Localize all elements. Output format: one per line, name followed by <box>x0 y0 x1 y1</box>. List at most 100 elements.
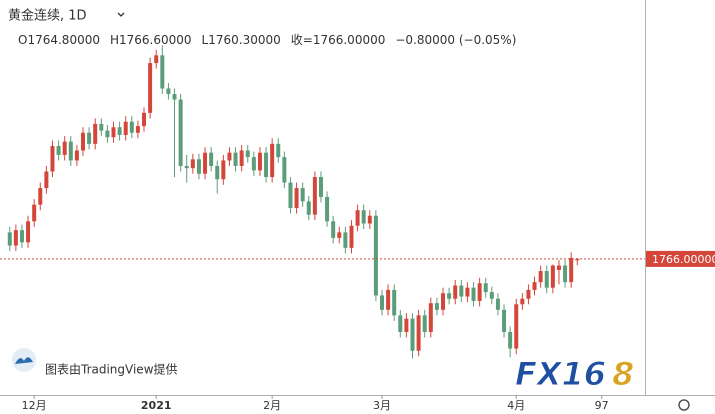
candle-body <box>306 201 311 215</box>
candle-body <box>410 318 415 351</box>
candle-body <box>215 165 220 180</box>
candle-body <box>270 143 275 178</box>
candle-body <box>172 94 177 100</box>
candle-body <box>575 258 580 261</box>
candle-body <box>26 221 31 243</box>
candle-body <box>93 123 98 144</box>
candle-body <box>62 141 67 155</box>
ohlc-label: O <box>18 33 27 47</box>
candle-body <box>544 271 549 288</box>
candle-body <box>184 165 189 169</box>
candle-body <box>196 159 201 174</box>
candle-body <box>233 152 238 166</box>
candle-body <box>465 287 470 297</box>
candle-body <box>325 196 330 222</box>
ohlc-label: 收= <box>291 33 313 47</box>
candle-body <box>227 152 232 161</box>
ohlc-label: L <box>202 33 209 47</box>
candle-body <box>520 298 525 305</box>
candle-body <box>111 127 116 138</box>
candle-body <box>447 293 452 299</box>
candle-body <box>257 152 262 171</box>
x-tick-label: 2月 <box>263 399 281 412</box>
candle-body <box>294 188 299 209</box>
candle-body <box>398 315 403 332</box>
candle-body <box>331 221 336 238</box>
candle-body <box>19 230 24 243</box>
x-tick-label: 4月 <box>507 399 525 412</box>
candle-body <box>502 309 507 332</box>
logo-text-accent: 8 <box>612 355 634 393</box>
candle-body <box>142 112 147 127</box>
plot <box>7 45 580 359</box>
candle-body <box>245 150 250 158</box>
candle-body <box>422 315 427 332</box>
ohlc-header: O1764.80000 H1766.60000 L1760.30000 收=1766.… <box>18 33 516 47</box>
ohlc-value: 1766.60000 <box>119 33 192 47</box>
candle-body <box>251 157 256 171</box>
symbol-title: 黄金连续, 1D <box>8 8 87 24</box>
logo-text: FX16 <box>515 355 606 393</box>
candle-body <box>392 289 397 316</box>
candle-body <box>508 331 513 349</box>
ohlc-value: 1766.00000 <box>313 33 386 47</box>
candle-body <box>74 150 79 161</box>
candle-body <box>154 55 159 64</box>
candle-body <box>282 157 287 183</box>
candle-body <box>434 303 439 310</box>
ohlc-label: −0.80000 (−0.05%) <box>395 33 516 47</box>
candle-body <box>68 141 73 161</box>
candle-body <box>416 315 421 351</box>
x-tick-label: 2021 <box>141 399 172 412</box>
candle-body <box>276 143 281 158</box>
candle-body <box>44 171 49 189</box>
candle-body <box>166 88 171 95</box>
ohlc-text: O1764.80000 H1766.60000 L1760.30000 收=1766.… <box>18 33 516 47</box>
candle-body <box>441 293 446 310</box>
candle-body <box>367 215 372 224</box>
candle-body <box>312 177 317 215</box>
candle-body <box>532 282 537 290</box>
candle-body <box>349 225 354 248</box>
candle-body <box>129 121 134 133</box>
candle-body <box>123 121 128 135</box>
candle-body <box>373 215 378 296</box>
candle-body <box>56 146 61 155</box>
candle-body <box>190 159 195 169</box>
candle-body <box>148 63 153 113</box>
candle-body <box>355 210 360 226</box>
candle-body <box>563 265 568 283</box>
candle-body <box>495 298 500 310</box>
candle-body <box>300 188 305 202</box>
candle-body <box>453 285 458 299</box>
candle-body <box>477 283 482 301</box>
candle-body <box>209 152 214 166</box>
tv-logo-bg <box>12 348 36 372</box>
candle-body <box>80 132 85 151</box>
candle-body <box>221 160 226 180</box>
candle-body <box>538 271 543 283</box>
candle-body <box>337 232 342 238</box>
candle-body <box>483 283 488 293</box>
x-tick-label: 97 <box>595 399 609 412</box>
last-price-tag <box>646 250 715 267</box>
candle-body <box>318 177 323 197</box>
x-tick-label: 3月 <box>373 399 391 412</box>
candle-body <box>428 303 433 332</box>
candle-body <box>87 132 92 144</box>
candle-body <box>556 265 561 270</box>
candle-body <box>38 188 43 205</box>
candle-body <box>32 204 37 222</box>
ohlc-label: H <box>110 33 119 47</box>
candle-body <box>135 126 140 133</box>
settings-icon[interactable] <box>678 399 690 411</box>
candle-body <box>379 295 384 310</box>
candle-body <box>343 232 348 248</box>
candle-body <box>526 289 531 299</box>
candle-body <box>514 304 519 349</box>
candle-body <box>50 146 55 172</box>
candle-body <box>264 152 269 178</box>
dropdown-chevron[interactable] <box>117 12 125 17</box>
candle-body <box>203 152 208 174</box>
